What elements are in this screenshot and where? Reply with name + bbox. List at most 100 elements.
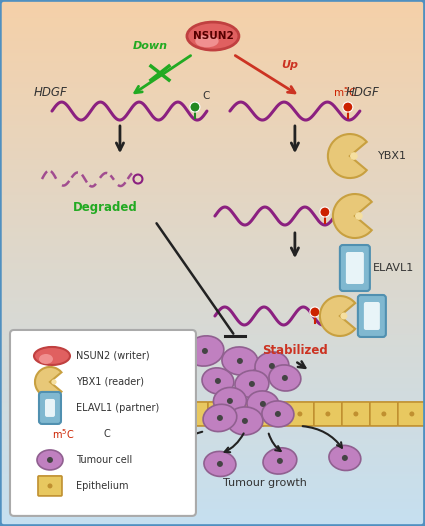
Bar xyxy=(0,377,425,379)
Bar xyxy=(0,165,425,167)
Bar xyxy=(0,301,425,304)
Ellipse shape xyxy=(353,411,358,417)
Ellipse shape xyxy=(329,446,361,470)
Bar xyxy=(0,200,425,201)
Bar xyxy=(0,193,425,195)
Bar xyxy=(0,389,425,391)
FancyBboxPatch shape xyxy=(286,402,314,426)
Bar xyxy=(0,346,425,347)
Bar xyxy=(0,125,425,126)
Bar xyxy=(0,132,425,133)
Bar xyxy=(0,295,425,296)
Bar xyxy=(0,189,425,191)
Ellipse shape xyxy=(51,379,57,385)
Bar xyxy=(0,2,425,4)
Bar xyxy=(0,394,425,396)
Bar xyxy=(0,96,425,98)
Bar xyxy=(0,230,425,231)
Bar xyxy=(0,463,425,464)
FancyBboxPatch shape xyxy=(180,402,208,426)
Bar xyxy=(0,442,425,443)
Bar xyxy=(0,403,425,405)
Ellipse shape xyxy=(191,411,196,417)
Ellipse shape xyxy=(262,401,294,427)
Bar xyxy=(0,222,425,225)
Bar xyxy=(0,461,425,463)
Bar xyxy=(0,216,425,217)
Bar xyxy=(0,77,425,79)
Ellipse shape xyxy=(195,35,218,47)
Bar xyxy=(0,53,425,54)
Ellipse shape xyxy=(213,388,246,414)
Bar xyxy=(0,89,425,91)
Bar xyxy=(0,168,425,170)
Bar xyxy=(0,240,425,242)
Bar xyxy=(0,47,425,49)
Ellipse shape xyxy=(263,448,297,474)
Bar xyxy=(0,167,425,168)
Bar xyxy=(0,464,425,467)
Bar xyxy=(0,335,425,337)
Bar xyxy=(0,479,425,480)
Ellipse shape xyxy=(235,370,269,398)
Bar xyxy=(0,91,425,93)
Bar xyxy=(0,289,425,291)
Bar xyxy=(0,146,425,147)
Bar xyxy=(0,112,425,114)
Bar xyxy=(0,340,425,342)
Bar xyxy=(0,410,425,412)
Ellipse shape xyxy=(202,368,234,394)
Bar xyxy=(0,473,425,475)
FancyBboxPatch shape xyxy=(236,402,264,426)
Bar xyxy=(0,342,425,343)
Bar xyxy=(0,4,425,5)
Bar xyxy=(0,370,425,372)
Ellipse shape xyxy=(190,102,200,112)
FancyBboxPatch shape xyxy=(370,402,398,426)
Ellipse shape xyxy=(215,378,221,384)
Ellipse shape xyxy=(138,443,172,469)
Bar xyxy=(0,363,425,365)
Bar xyxy=(0,226,425,228)
Text: NSUN2 (writer): NSUN2 (writer) xyxy=(76,351,150,361)
Bar xyxy=(0,259,425,261)
Bar xyxy=(0,467,425,468)
FancyBboxPatch shape xyxy=(358,295,386,337)
Bar xyxy=(0,286,425,288)
Ellipse shape xyxy=(202,348,208,354)
FancyBboxPatch shape xyxy=(124,402,152,426)
FancyBboxPatch shape xyxy=(258,402,286,426)
Ellipse shape xyxy=(164,411,168,417)
Bar xyxy=(0,314,425,316)
Bar xyxy=(0,422,425,424)
Bar xyxy=(0,88,425,89)
Bar xyxy=(0,317,425,319)
Bar xyxy=(0,0,425,2)
Bar xyxy=(0,468,425,470)
Ellipse shape xyxy=(34,347,70,365)
Bar xyxy=(0,505,425,507)
Text: C: C xyxy=(202,91,209,101)
Bar xyxy=(0,158,425,159)
Bar xyxy=(0,517,425,519)
Bar xyxy=(0,396,425,398)
Ellipse shape xyxy=(227,398,233,404)
Bar xyxy=(0,443,425,446)
FancyBboxPatch shape xyxy=(208,402,236,426)
FancyBboxPatch shape xyxy=(38,476,62,496)
Bar xyxy=(0,251,425,252)
FancyBboxPatch shape xyxy=(45,399,55,417)
Bar xyxy=(0,102,425,104)
Bar xyxy=(0,42,425,44)
Bar xyxy=(0,316,425,317)
Bar xyxy=(0,524,425,526)
Bar xyxy=(0,430,425,431)
Bar xyxy=(0,419,425,421)
Bar xyxy=(0,33,425,35)
Ellipse shape xyxy=(247,391,279,417)
Bar xyxy=(0,67,425,68)
Ellipse shape xyxy=(282,375,288,381)
Bar xyxy=(0,300,425,301)
Bar xyxy=(0,110,425,112)
Bar xyxy=(0,221,425,222)
